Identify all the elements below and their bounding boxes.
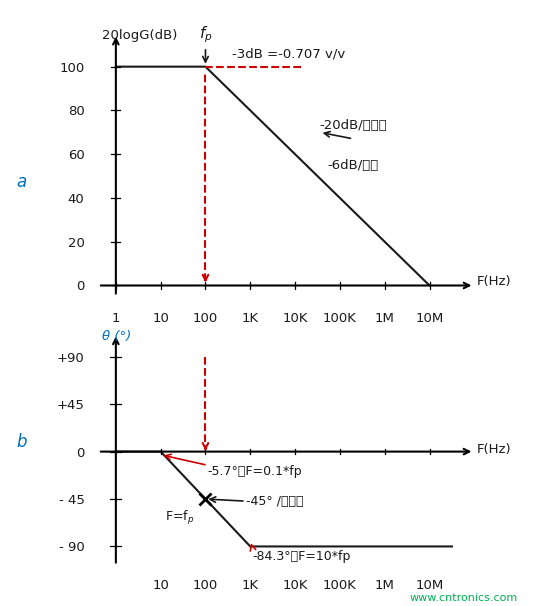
Text: a: a bbox=[16, 173, 27, 191]
Text: www.cntronics.com: www.cntronics.com bbox=[410, 593, 518, 603]
Text: -45° /十倍频: -45° /十倍频 bbox=[246, 494, 303, 508]
Text: F(Hz): F(Hz) bbox=[476, 275, 511, 288]
Text: -6dB/倍频: -6dB/倍频 bbox=[328, 159, 379, 171]
Text: -3dB =-0.707 v/v: -3dB =-0.707 v/v bbox=[232, 47, 345, 60]
Text: -84.3°，F=10*fp: -84.3°，F=10*fp bbox=[253, 550, 351, 562]
Text: f$_p$: f$_p$ bbox=[199, 24, 213, 45]
Text: F=f$_p$: F=f$_p$ bbox=[165, 509, 194, 527]
Text: F(Hz): F(Hz) bbox=[476, 443, 511, 456]
Text: 20logG(dB): 20logG(dB) bbox=[103, 30, 178, 42]
Text: -20dB/十倍频: -20dB/十倍频 bbox=[319, 119, 387, 132]
Text: b: b bbox=[16, 433, 27, 451]
Text: θ (°): θ (°) bbox=[103, 330, 132, 344]
Text: -5.7°，F=0.1*fp: -5.7°，F=0.1*fp bbox=[208, 465, 302, 478]
